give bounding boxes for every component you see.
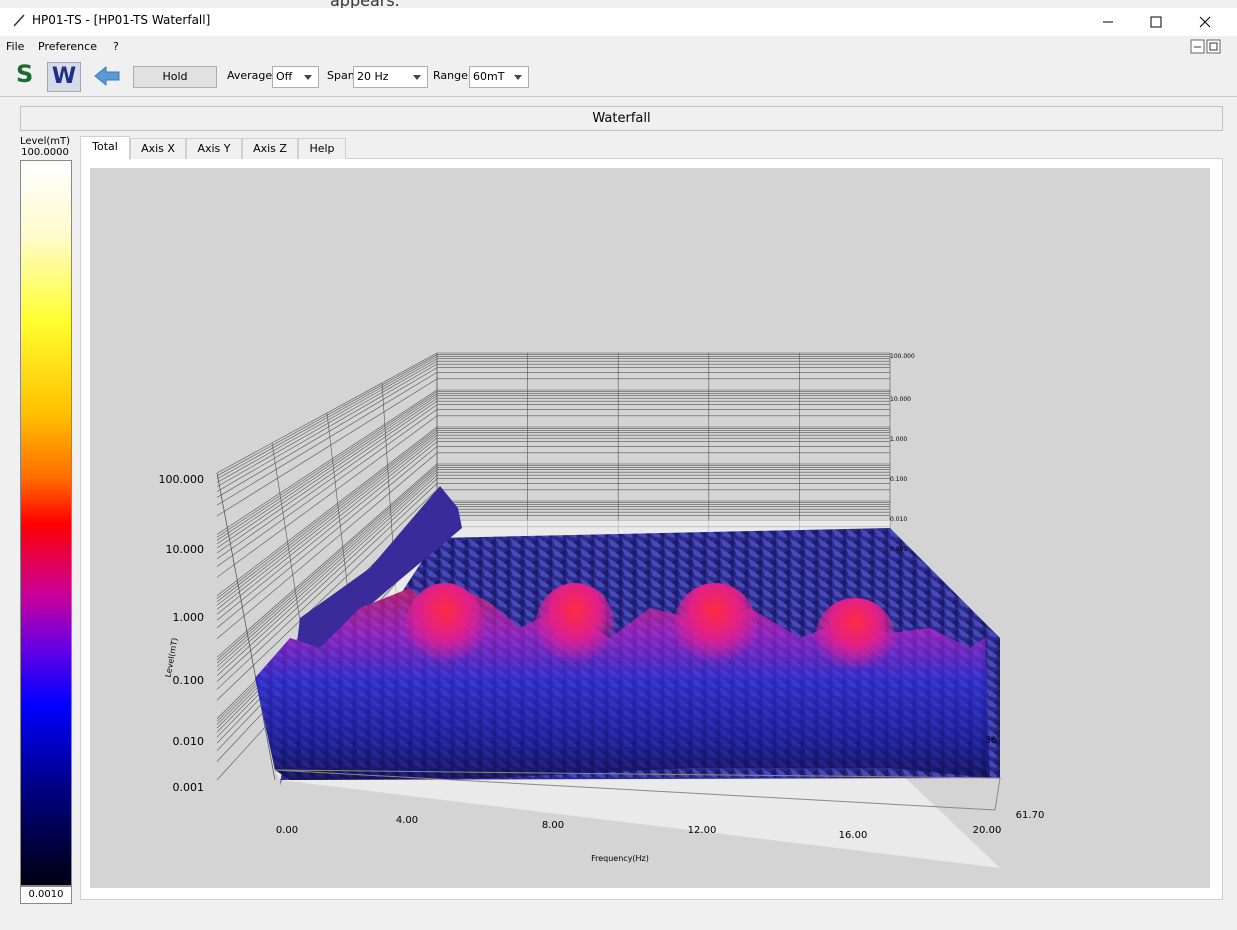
y-tick-label: 10.000 (166, 543, 205, 556)
hold-button[interactable]: Hold (133, 66, 217, 88)
peak (405, 583, 485, 673)
colorbar-max: 100.0000 (17, 147, 73, 158)
span-select[interactable]: 20 Hz (353, 66, 428, 88)
y-tick-label: 1.000 (173, 611, 205, 624)
app-window: appears. HP01-TS - [HP01-TS Waterfall] F… (0, 0, 1237, 930)
menu-file[interactable]: File (6, 40, 24, 53)
average-select[interactable]: Off (272, 66, 319, 88)
back-arrow[interactable] (93, 65, 121, 87)
s-button[interactable]: S (16, 60, 33, 88)
y-tick-label: 100.000 (159, 473, 205, 486)
range-select[interactable]: 60mT (469, 66, 529, 88)
back-tick-label: 1.000 (890, 436, 907, 443)
tab-axis-y[interactable]: Axis Y (186, 138, 242, 159)
tab-axis-x[interactable]: Axis X (130, 138, 186, 159)
waterfall-plot: 100.000 10.000 1.000 0.100 0.010 0.001 L… (90, 168, 1210, 888)
window-controls[interactable] (1095, 12, 1225, 32)
w-button[interactable]: W (47, 62, 81, 92)
x-tick-label: 4.00 (396, 815, 418, 826)
range-label: Range (433, 69, 468, 82)
colorbar-label: Level(mT) (17, 137, 73, 147)
back-tick-label: 0.010 (890, 516, 907, 523)
span-label: Span (327, 69, 355, 82)
back-tick-label: 0.100 (890, 476, 907, 483)
tab-total[interactable]: Total (80, 136, 130, 160)
x-tick-label: 20.00 (973, 825, 1002, 836)
x-tick-label: 16.00 (839, 830, 868, 841)
mdi-controls[interactable] (1190, 39, 1230, 55)
x-tick-label: 12.00 (688, 825, 717, 836)
back-tick-label: 10.000 (890, 396, 911, 403)
menu-preference[interactable]: Preference (38, 40, 97, 53)
colorbar (20, 160, 72, 886)
x-tick-label: 0.00 (276, 825, 298, 836)
separator (0, 96, 1237, 97)
partial-label: 36 (985, 736, 997, 746)
back-tick-label: 0.001 (890, 546, 907, 553)
app-icon (12, 13, 26, 27)
y-tick-label: 0.010 (173, 735, 205, 748)
menu-help[interactable]: ? (113, 40, 119, 53)
panel-title: Waterfall (20, 106, 1223, 131)
tab-help[interactable]: Help (298, 138, 346, 159)
back-tick-label: 100.000 (890, 353, 915, 360)
x-axis-label: Frequency(Hz) (591, 854, 649, 863)
tab-axis-z[interactable]: Axis Z (242, 138, 298, 159)
depth-tick-label: 61.70 (1016, 810, 1045, 821)
peak (815, 598, 895, 678)
average-label: Average (227, 69, 272, 82)
peak (673, 583, 757, 673)
x-tick-label: 8.00 (542, 820, 564, 831)
peak (535, 583, 615, 673)
y-tick-label: 0.001 (173, 781, 205, 794)
colorbar-min: 0.0010 (20, 886, 72, 904)
window-title: HP01-TS - [HP01-TS Waterfall] (32, 13, 210, 27)
y-tick-label: 0.100 (173, 674, 205, 687)
